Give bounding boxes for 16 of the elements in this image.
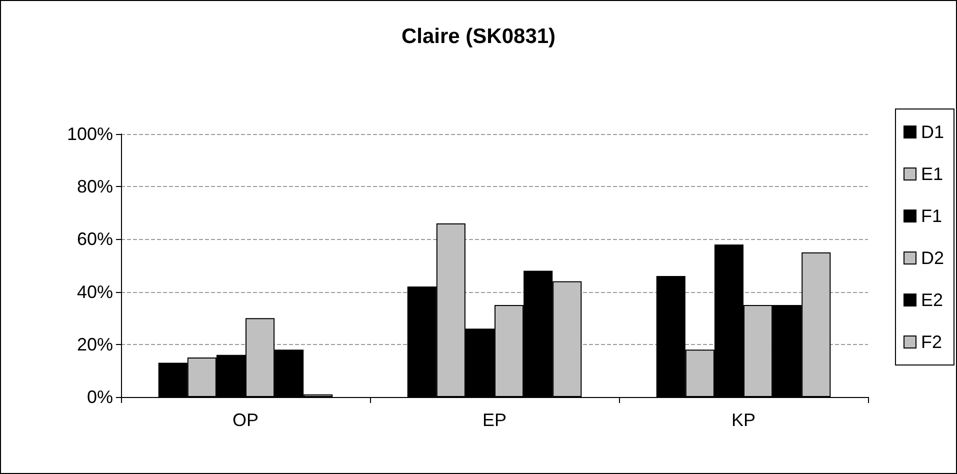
legend-label: F2 — [920, 332, 942, 352]
y-tick-label: 0% — [86, 387, 113, 407]
y-tick-label: 40% — [76, 282, 113, 302]
legend-label: D2 — [920, 248, 944, 268]
chart-title: Claire (SK0831) — [401, 25, 556, 48]
x-tick-label: KP — [731, 410, 756, 430]
legend-label: E1 — [920, 164, 944, 184]
x-tick-label: OP — [232, 410, 259, 430]
legend-label: E2 — [920, 290, 944, 310]
x-tick-label: EP — [482, 410, 507, 430]
y-tick-label: 60% — [76, 229, 113, 250]
legend-label: F1 — [920, 206, 942, 226]
y-tick-label: 100% — [66, 124, 113, 144]
y-tick-label: 20% — [76, 334, 113, 354]
legend-label: D1 — [920, 122, 944, 142]
y-tick-label: 80% — [76, 176, 113, 197]
